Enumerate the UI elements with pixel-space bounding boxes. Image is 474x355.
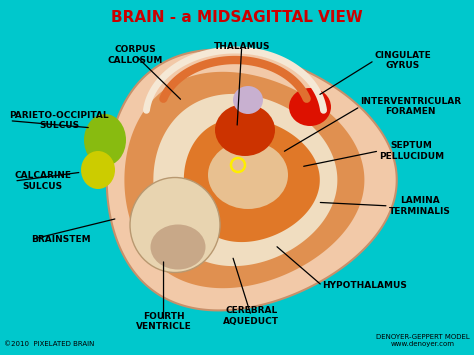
- Ellipse shape: [84, 114, 126, 166]
- Text: HYPOTHALAMUS: HYPOTHALAMUS: [322, 281, 407, 290]
- Polygon shape: [124, 72, 365, 288]
- Text: FOURTH
VENTRICLE: FOURTH VENTRICLE: [136, 312, 191, 331]
- Ellipse shape: [130, 178, 220, 273]
- Polygon shape: [184, 118, 320, 242]
- Text: CEREBRAL
AQUEDUCT: CEREBRAL AQUEDUCT: [223, 306, 279, 326]
- Ellipse shape: [289, 88, 331, 126]
- Text: LAMINA
TERMINALIS: LAMINA TERMINALIS: [389, 196, 451, 215]
- Polygon shape: [107, 50, 397, 310]
- Ellipse shape: [81, 151, 115, 189]
- Text: BRAINSTEM: BRAINSTEM: [31, 235, 91, 244]
- Text: INTERVENTRICULAR
FORAMEN: INTERVENTRICULAR FORAMEN: [360, 97, 461, 116]
- Ellipse shape: [208, 141, 288, 209]
- Ellipse shape: [151, 224, 206, 269]
- Text: BRAIN - a MIDSAGITTAL VIEW: BRAIN - a MIDSAGITTAL VIEW: [111, 10, 363, 25]
- Ellipse shape: [233, 86, 263, 114]
- Text: CALCARINE
SULCUS: CALCARINE SULCUS: [14, 171, 71, 191]
- Text: THALAMUS: THALAMUS: [213, 42, 270, 51]
- Text: PARIETO-OCCIPITAL
SULCUS: PARIETO-OCCIPITAL SULCUS: [9, 111, 109, 130]
- Text: SEPTUM
PELLUCIDUM: SEPTUM PELLUCIDUM: [379, 141, 444, 160]
- Text: DENOYER-GEPPERT MODEL
www.denoyer.com: DENOYER-GEPPERT MODEL www.denoyer.com: [376, 334, 470, 347]
- Polygon shape: [154, 94, 337, 266]
- Text: CORPUS
CALLOSUM: CORPUS CALLOSUM: [108, 45, 163, 65]
- Ellipse shape: [215, 104, 275, 156]
- Text: CINGULATE
GYRUS: CINGULATE GYRUS: [374, 51, 431, 70]
- Text: ©2010  PIXELATED BRAIN: ©2010 PIXELATED BRAIN: [4, 341, 94, 347]
